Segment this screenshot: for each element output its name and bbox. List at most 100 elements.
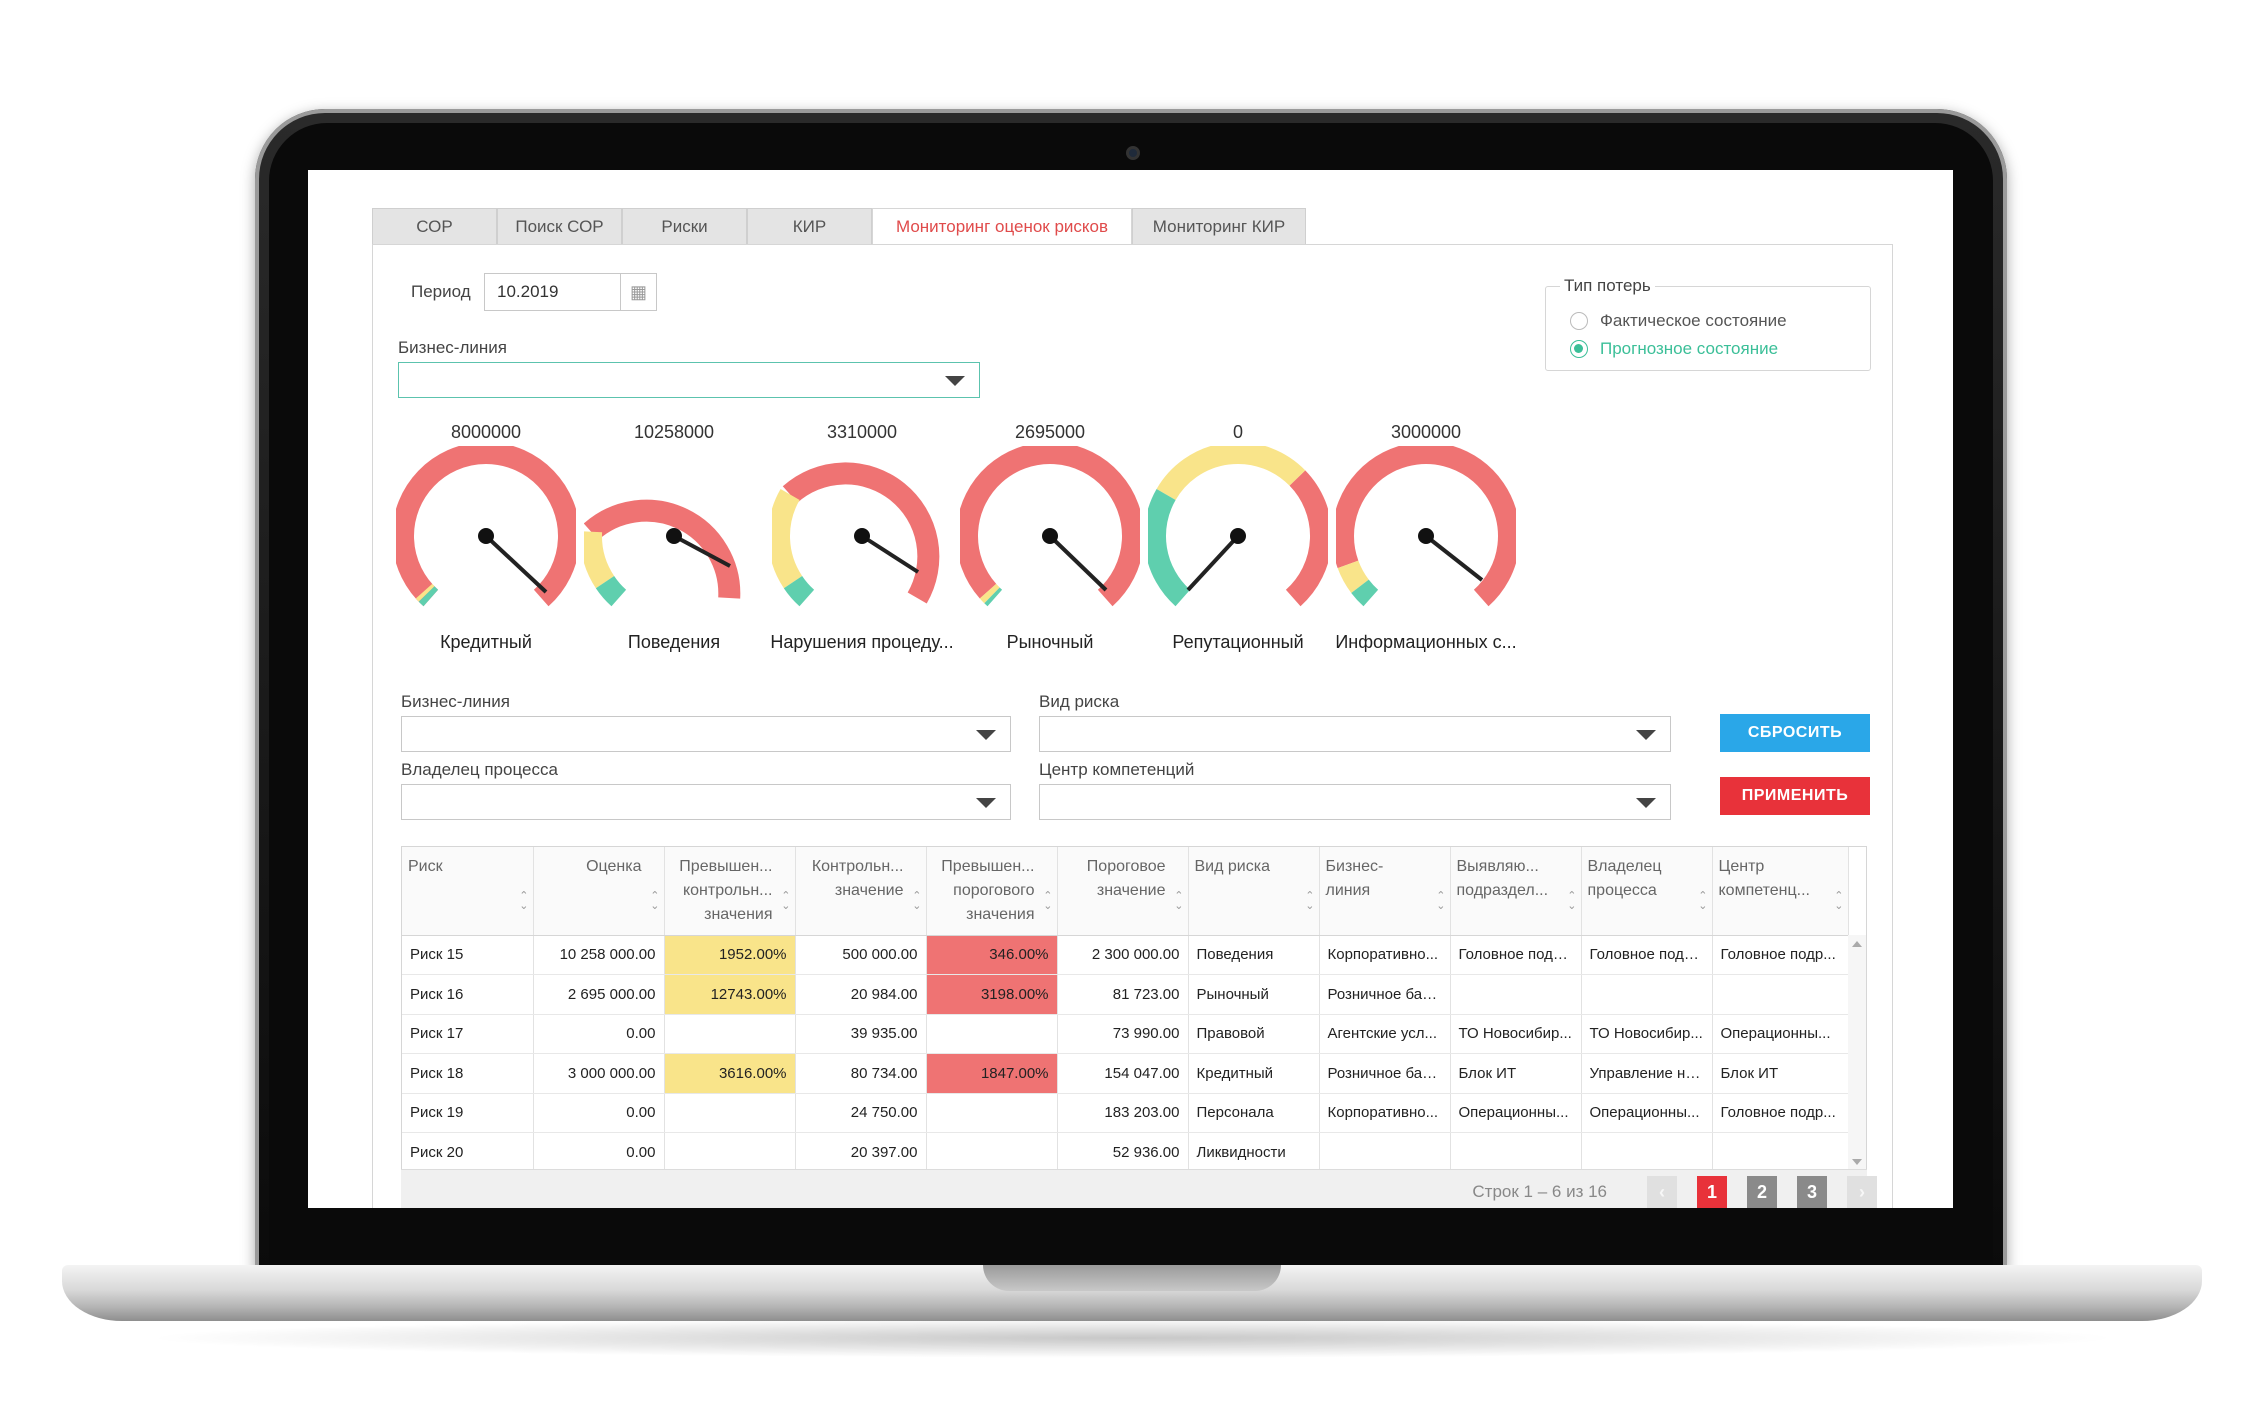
table-cell: 10 258 000.00 bbox=[533, 935, 665, 975]
table-cell: Корпоративно... bbox=[1319, 1093, 1451, 1133]
chevron-down-icon bbox=[976, 730, 996, 740]
radio-actual-icon[interactable] bbox=[1570, 312, 1588, 330]
table-cell: Головное подр... bbox=[1712, 1093, 1849, 1133]
gauge-procedure: 3310000 Нарушения процеду... bbox=[768, 422, 956, 662]
table-cell: Риск 15 bbox=[402, 935, 534, 975]
gauge-dial-credit bbox=[396, 446, 576, 607]
tab-risk-monitoring[interactable]: Мониторинг оценок рисков bbox=[872, 208, 1132, 244]
table-cell: 20 984.00 bbox=[795, 974, 927, 1015]
table-cell: 183 203.00 bbox=[1057, 1093, 1189, 1133]
sort-icon[interactable]: ⌃ ⌄ bbox=[1436, 889, 1446, 912]
table-cell: 0.00 bbox=[533, 1132, 665, 1173]
column-header-label: Превышен... порогового значения bbox=[941, 858, 1035, 923]
table-cell: Риск 17 bbox=[402, 1014, 534, 1054]
next-page-button[interactable]: › bbox=[1847, 1176, 1877, 1208]
reset-button[interactable]: СБРОСИТЬ bbox=[1720, 714, 1870, 752]
tab-search-sor[interactable]: Поиск СОР bbox=[497, 208, 622, 244]
table-cell: Поведения bbox=[1188, 935, 1320, 975]
vertical-scrollbar[interactable] bbox=[1848, 935, 1866, 1171]
page-2-button[interactable]: 2 bbox=[1747, 1176, 1777, 1208]
table-cell bbox=[1712, 974, 1849, 1015]
sort-icon[interactable]: ⌃ ⌄ bbox=[1834, 889, 1844, 912]
column-header[interactable]: Вид риска ⌃ ⌄ bbox=[1188, 847, 1320, 936]
page-1-button[interactable]: 1 bbox=[1697, 1176, 1727, 1208]
column-header[interactable]: Выявляю... подраздел... ⌃ ⌄ bbox=[1450, 847, 1582, 936]
column-header-label: Контрольн... значение bbox=[811, 858, 904, 899]
filter-process-owner-label: Владелец процесса bbox=[401, 760, 558, 779]
sort-icon[interactable]: ⌃ ⌄ bbox=[1698, 889, 1708, 912]
column-header[interactable]: Бизнес-линия ⌃ ⌄ bbox=[1319, 847, 1451, 936]
table-row[interactable]: Риск 17 0.00 39 935.00 73 990.00 Правовой Аге… bbox=[402, 1014, 1849, 1054]
calendar-icon[interactable]: ▦ bbox=[620, 274, 656, 310]
period-input[interactable]: 10.2019 ▦ bbox=[484, 273, 657, 311]
sort-icon[interactable]: ⌃ ⌄ bbox=[1174, 889, 1184, 912]
sort-icon[interactable]: ⌃ ⌄ bbox=[1305, 889, 1315, 912]
table-cell: Персонала bbox=[1188, 1093, 1320, 1133]
table-cell: 346.00% bbox=[926, 935, 1058, 975]
filter-risk-type-select[interactable] bbox=[1039, 716, 1671, 752]
column-header[interactable]: Риск ⌃ ⌄ bbox=[402, 847, 534, 936]
table-cell bbox=[664, 1132, 796, 1173]
table-row[interactable]: Риск 15 10 258 000.00 1952.00% 500 000.00 34… bbox=[402, 935, 1849, 975]
sort-icon[interactable]: ⌃ ⌄ bbox=[519, 889, 529, 912]
column-header[interactable]: Владелец процесса ⌃ ⌄ bbox=[1581, 847, 1713, 936]
table-row[interactable]: Риск 16 2 695 000.00 12743.00% 20 984.00 319… bbox=[402, 974, 1849, 1015]
table-cell: Агентские усл... bbox=[1319, 1014, 1451, 1054]
laptop-notch bbox=[983, 1265, 1281, 1291]
table-cell: Кредитный bbox=[1188, 1053, 1320, 1094]
table-cell: 73 990.00 bbox=[1057, 1014, 1189, 1054]
filter-process-owner-select[interactable] bbox=[401, 784, 1011, 820]
table-cell: Головное подр... bbox=[1712, 935, 1849, 975]
table-cell: 3198.00% bbox=[926, 974, 1058, 1015]
table-cell: 12743.00% bbox=[664, 974, 796, 1015]
table-cell: 1952.00% bbox=[664, 935, 796, 975]
column-header[interactable]: Пороговое значение ⌃ ⌄ bbox=[1057, 847, 1189, 936]
tab-risks[interactable]: Риски bbox=[622, 208, 747, 244]
table-cell: Блок ИТ bbox=[1712, 1053, 1849, 1094]
sort-icon[interactable]: ⌃ ⌄ bbox=[781, 889, 791, 912]
radio-actual[interactable]: Фактическое состояние bbox=[1570, 311, 1787, 331]
filter-competence-center-select[interactable] bbox=[1039, 784, 1671, 820]
table-cell bbox=[1712, 1132, 1849, 1173]
table-cell: Рыночный bbox=[1188, 974, 1320, 1015]
table-cell: Корпоративно... bbox=[1319, 935, 1451, 975]
table-row[interactable]: Риск 19 0.00 24 750.00 183 203.00 Персонала К… bbox=[402, 1093, 1849, 1133]
loss-type-group: Тип потерь Фактическое состояние Прогноз… bbox=[1545, 276, 1871, 371]
table-cell bbox=[1450, 1132, 1582, 1173]
filter-business-line-select[interactable] bbox=[401, 716, 1011, 752]
table-cell: ТО Новосибир... bbox=[1581, 1014, 1713, 1054]
apply-button[interactable]: ПРИМЕНИТЬ bbox=[1720, 777, 1870, 815]
table-cell: 154 047.00 bbox=[1057, 1053, 1189, 1094]
gauge-dial-information bbox=[1336, 446, 1516, 607]
tab-kir-monitoring[interactable]: Мониторинг КИР bbox=[1132, 208, 1306, 244]
column-header[interactable]: Превышен... контрольн... значения ⌃ ⌄ bbox=[664, 847, 796, 936]
sort-icon[interactable]: ⌃ ⌄ bbox=[1043, 889, 1053, 912]
tab-sor[interactable]: СОР bbox=[372, 208, 497, 244]
column-header[interactable]: Превышен... порогового значения ⌃ ⌄ bbox=[926, 847, 1058, 936]
gauge-behavior: 10258000 Поведения bbox=[580, 422, 768, 662]
radio-forecast[interactable]: Прогнозное состояние bbox=[1570, 339, 1778, 359]
column-header[interactable]: Центр компетенц... ⌃ ⌄ bbox=[1712, 847, 1849, 936]
table-header-row: Риск ⌃ ⌄ Оценка ⌃ ⌄ Превышен... контрольн... з… bbox=[402, 847, 1849, 936]
table-cell: Головное подр... bbox=[1450, 935, 1582, 975]
column-header[interactable]: Контрольн... значение ⌃ ⌄ bbox=[795, 847, 927, 936]
sort-icon[interactable]: ⌃ ⌄ bbox=[650, 889, 660, 912]
radio-forecast-icon[interactable] bbox=[1570, 340, 1588, 358]
table-cell: 3 000 000.00 bbox=[533, 1053, 665, 1094]
business-line-top-select[interactable] bbox=[398, 362, 980, 398]
gauge-dial-behavior bbox=[584, 499, 741, 607]
gauge-credit: 8000000 Кредитный bbox=[392, 422, 580, 662]
camera-icon bbox=[1126, 146, 1140, 160]
column-header[interactable]: Оценка ⌃ ⌄ bbox=[533, 847, 665, 936]
sort-icon[interactable]: ⌃ ⌄ bbox=[1567, 889, 1577, 912]
table-cell: 81 723.00 bbox=[1057, 974, 1189, 1015]
chevron-down-icon bbox=[976, 798, 996, 808]
page-3-button[interactable]: 3 bbox=[1797, 1176, 1827, 1208]
gauge-value: 3000000 bbox=[1390, 422, 1462, 442]
tab-kir[interactable]: КИР bbox=[747, 208, 872, 244]
table-row[interactable]: Риск 20 0.00 20 397.00 52 936.00 Ликвидности bbox=[402, 1132, 1849, 1173]
prev-page-button[interactable]: ‹ bbox=[1647, 1176, 1677, 1208]
table-row[interactable]: Риск 18 3 000 000.00 3616.00% 80 734.00 1847… bbox=[402, 1053, 1849, 1094]
sort-icon[interactable]: ⌃ ⌄ bbox=[912, 889, 922, 912]
business-line-top-label: Бизнес-линия bbox=[398, 338, 507, 357]
